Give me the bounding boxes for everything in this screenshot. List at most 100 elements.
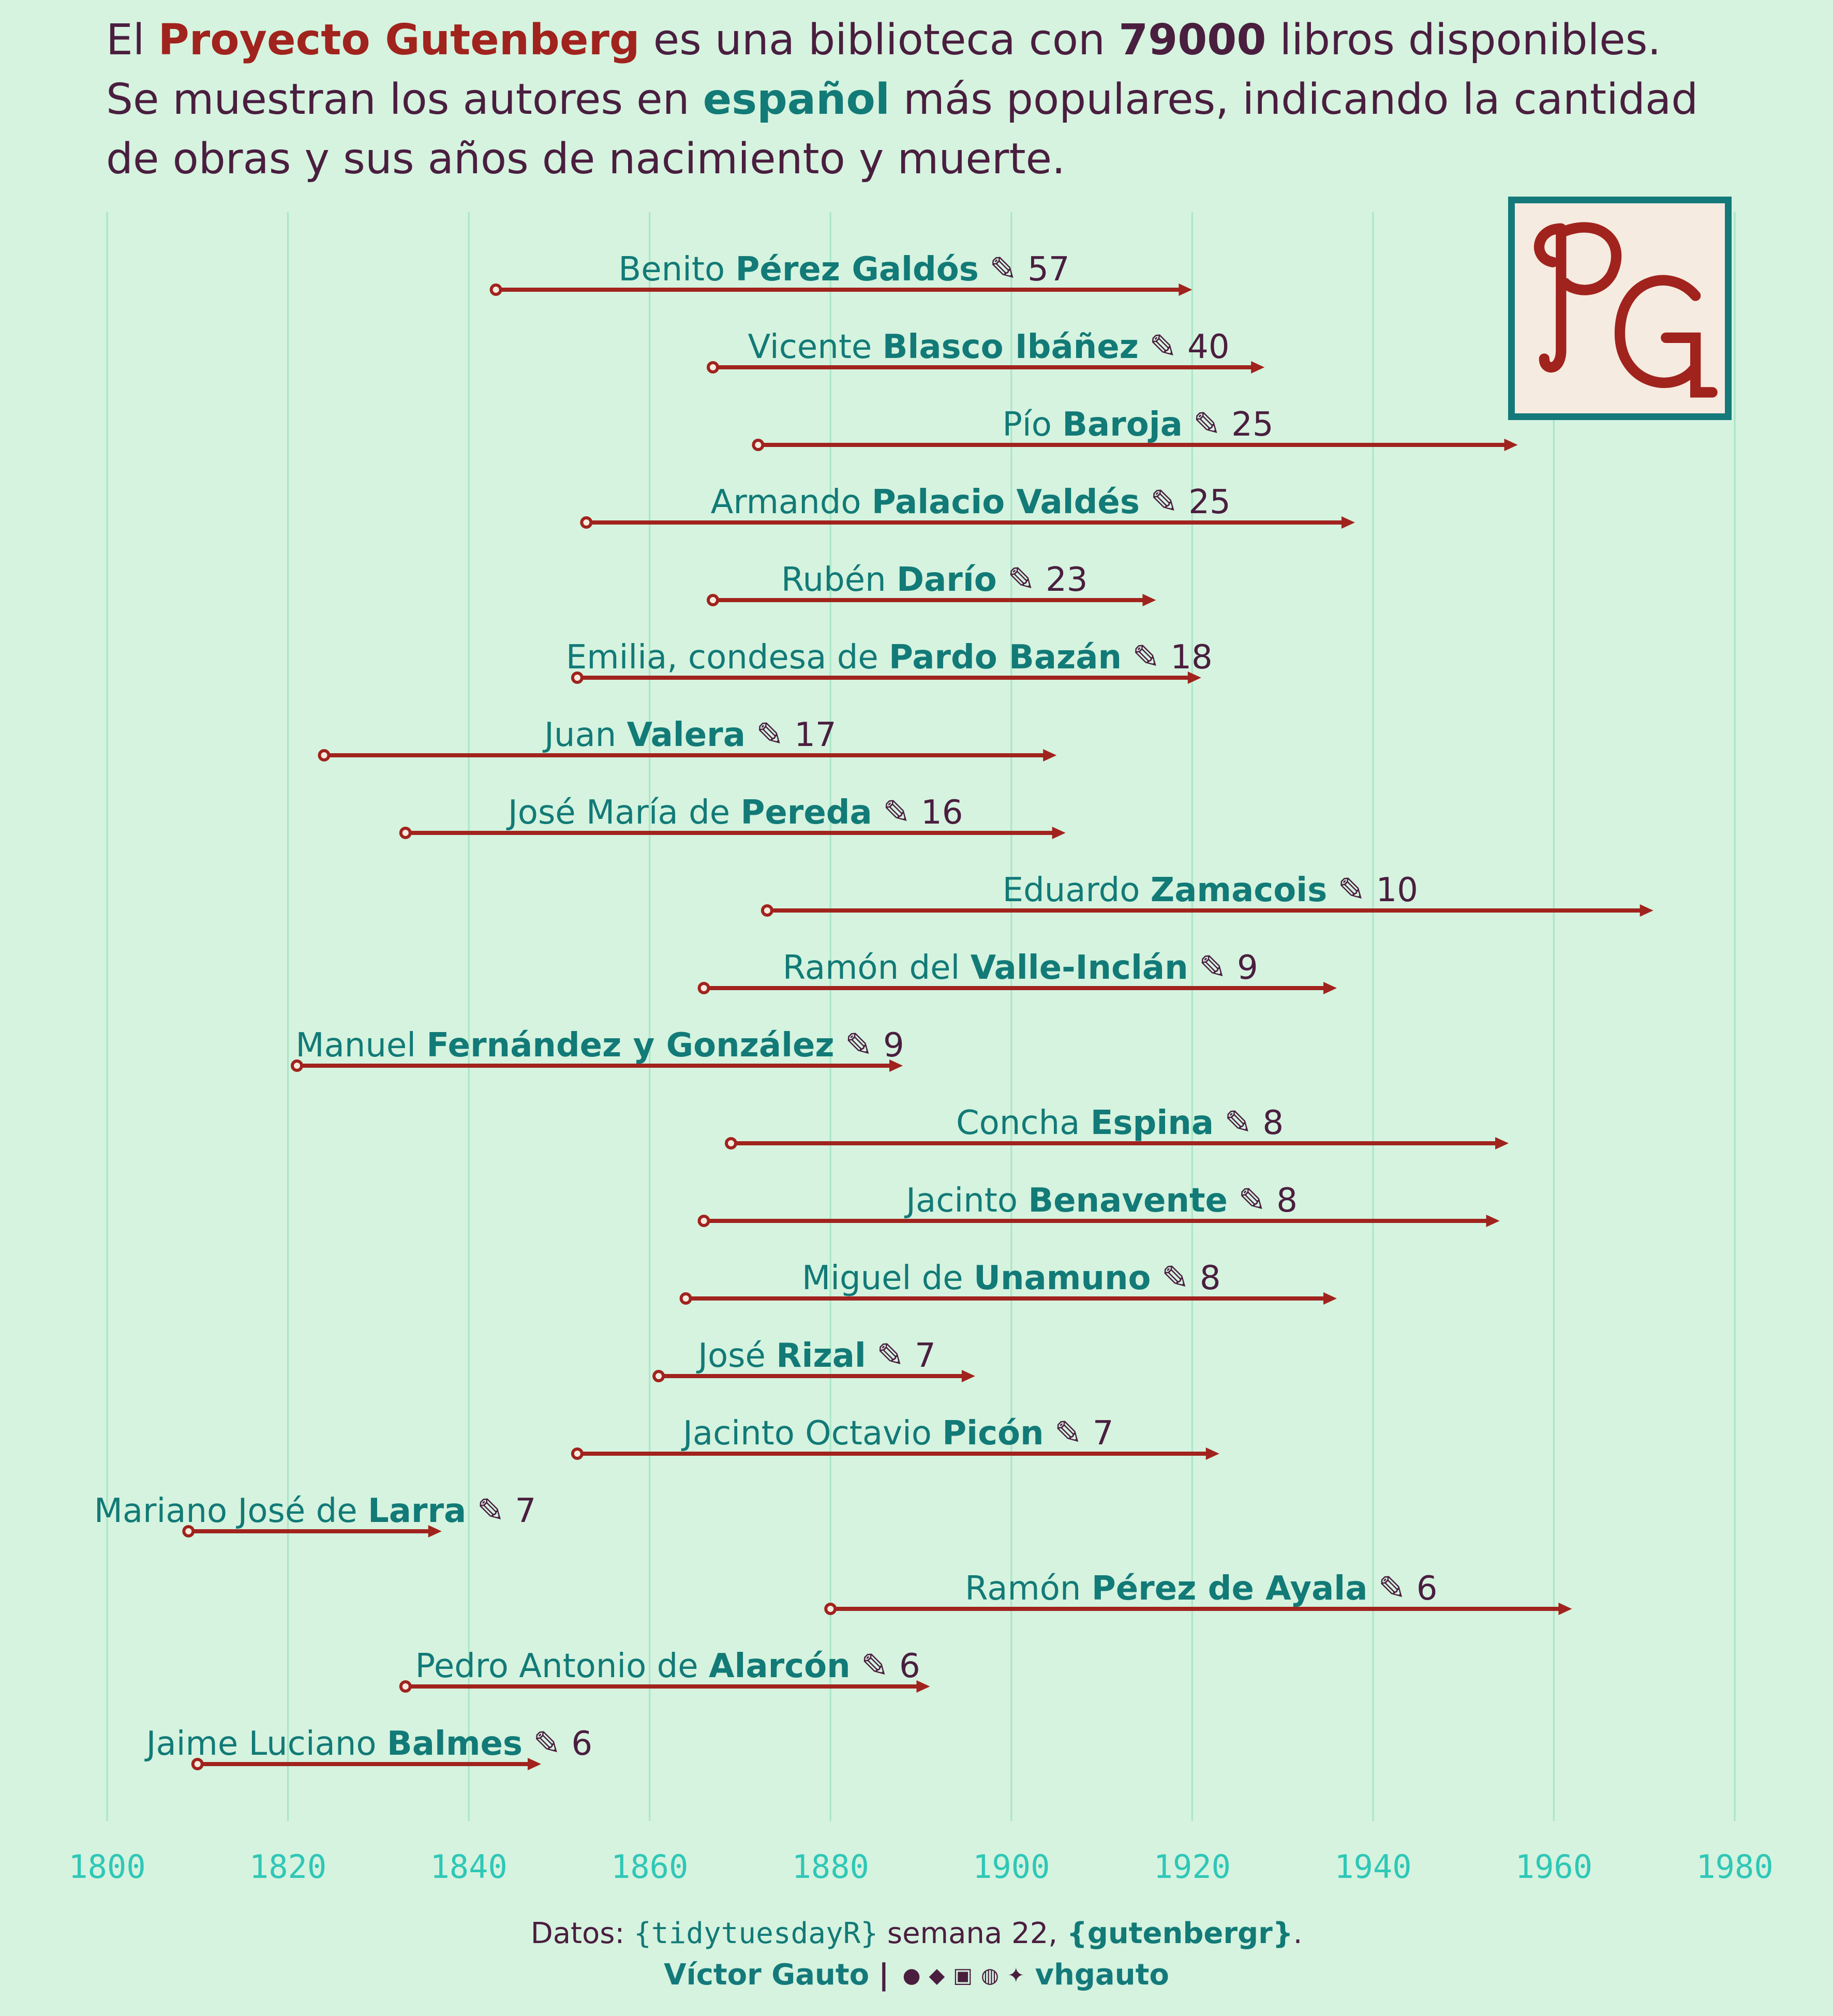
x-tick-label: 1900	[973, 1848, 1050, 1886]
birth-point	[707, 594, 720, 606]
author-row: Ramón del Valle-Inclán ✎ 9	[697, 949, 1337, 994]
birth-point	[761, 904, 773, 917]
author-first-name: Jaime Luciano	[144, 1725, 387, 1763]
author-first-name: Juan	[542, 716, 627, 754]
pencil-icon: ✎	[872, 794, 921, 832]
works-count: 6	[571, 1725, 592, 1763]
author-row: Mariano José de Larra ✎ 7	[94, 1492, 537, 1537]
author-row: Rubén Darío ✎ 23	[707, 561, 1156, 606]
pencil-icon: ✎	[1367, 1570, 1416, 1608]
x-tick-label: 1920	[1154, 1848, 1231, 1886]
author-last-name: Valera	[627, 716, 746, 754]
x-tick-label: 1940	[1334, 1848, 1411, 1886]
birth-point	[697, 982, 710, 994]
author-label: José María de Pereda ✎ 16	[506, 794, 963, 832]
death-arrow	[1323, 982, 1337, 994]
author-label: Manuel Fernández y González ✎ 9	[295, 1026, 904, 1065]
author-label: Mariano José de Larra ✎ 7	[94, 1492, 537, 1530]
birth-point	[191, 1758, 204, 1770]
author-first-name: Mariano José de	[94, 1492, 368, 1530]
pencil-icon: ✎	[1214, 1104, 1262, 1142]
x-tick-label: 1820	[249, 1848, 326, 1886]
death-arrow	[1043, 749, 1057, 761]
author-first-name: Emilia, condesa de	[566, 638, 889, 677]
x-tick-label: 1960	[1515, 1848, 1592, 1886]
author-first-name: Benito	[618, 250, 735, 289]
author-label: José Rizal ✎ 7	[696, 1337, 936, 1375]
works-count: 6	[1417, 1570, 1438, 1608]
author-label: Concha Espina ✎ 8	[956, 1104, 1284, 1142]
pencil-icon: ✎	[1139, 328, 1187, 366]
works-count: 17	[794, 716, 836, 754]
x-tick-label: 1980	[1696, 1848, 1773, 1886]
works-count: 9	[1237, 949, 1258, 987]
author-last-name: Fernández y González	[426, 1026, 834, 1065]
pencil-icon: ✎	[1327, 871, 1376, 909]
author-first-name: Pedro Antonio de	[415, 1647, 709, 1685]
title-highlight-count: 79000	[1119, 16, 1266, 65]
gutenberg-logo	[1508, 197, 1732, 420]
caption-source-gutenbergr: {gutenbergr}	[1066, 1917, 1293, 1950]
pencil-icon: ✎	[851, 1647, 899, 1685]
instagram-icon: ▣	[953, 1964, 973, 1988]
author-first-name: Pío	[1002, 406, 1062, 444]
x-axis-ticks: 1800 1820 1840 1860 1880 1900 1920 1940 1960 1980	[68, 1848, 1773, 1886]
caption-period: .	[1293, 1917, 1303, 1950]
pencil-icon: ✎	[1183, 406, 1231, 444]
pencil-icon: ✎	[1044, 1414, 1093, 1453]
author-row: Juan Valera ✎ 17	[318, 716, 1057, 761]
works-count: 10	[1376, 871, 1418, 909]
title-highlight-spanish: español	[703, 75, 890, 124]
author-row: Benito Pérez Galdós ✎ 57	[489, 250, 1193, 296]
author-label: Benito Pérez Galdós ✎ 57	[618, 250, 1069, 289]
death-arrow	[1495, 1137, 1509, 1149]
caption-author-name: Víctor Gauto	[664, 1958, 870, 1992]
author-last-name: Blasco Ibáñez	[883, 328, 1139, 366]
author-label: Armando Palacio Valdés ✎ 25	[711, 483, 1231, 521]
author-label: Pío Baroja ✎ 25	[1002, 406, 1273, 444]
author-label: Pedro Antonio de Alarcón ✎ 6	[415, 1647, 920, 1685]
twitter-icon: ◆	[929, 1964, 945, 1988]
caption-source-tidytuesday: {tidytuesdayR}	[634, 1917, 878, 1950]
title-text: libros disponibles.	[1266, 16, 1661, 65]
author-first-name: Armando	[711, 483, 872, 521]
author-first-name: Vicente	[748, 328, 883, 366]
works-count: 8	[1276, 1182, 1298, 1220]
author-last-name: Palacio Valdés	[872, 483, 1140, 521]
works-count: 40	[1187, 328, 1229, 366]
pencil-icon: ✎	[979, 250, 1027, 289]
death-arrow	[1323, 1292, 1337, 1305]
death-arrow	[916, 1680, 930, 1693]
author-label: Miguel de Unamuno ✎ 8	[802, 1259, 1221, 1297]
author-last-name: Alarcón	[709, 1647, 851, 1685]
pencil-icon: ✎	[746, 716, 794, 754]
author-first-name: Rubén	[781, 561, 897, 599]
works-count: 18	[1170, 638, 1212, 677]
author-row: Jaime Luciano Balmes ✎ 6	[144, 1725, 592, 1770]
pencil-icon: ✎	[1228, 1182, 1276, 1220]
title-line-1: El Proyecto Gutenberg es una biblioteca …	[106, 10, 1762, 70]
bluesky-icon: ✦	[1007, 1964, 1025, 1988]
title-line-2: Se muestran los autores en español más p…	[106, 70, 1762, 129]
author-row: Eduardo Zamacois ✎ 10	[761, 871, 1653, 917]
author-last-name: Pereda	[740, 794, 872, 832]
works-count: 16	[921, 794, 963, 832]
birth-point	[399, 1680, 412, 1693]
works-count: 7	[515, 1492, 537, 1530]
title-text: Se muestran los autores en	[106, 75, 703, 124]
death-arrow	[1205, 1447, 1219, 1460]
caption-datos-label: Datos:	[530, 1917, 634, 1950]
birth-point	[724, 1137, 737, 1149]
birth-point	[318, 749, 331, 761]
title-line-3: de obras y sus años de nacimiento y muer…	[106, 129, 1762, 189]
author-label: Jaime Luciano Balmes ✎ 6	[144, 1725, 592, 1763]
author-last-name: Zamacois	[1151, 871, 1327, 909]
author-last-name: Darío	[897, 561, 997, 599]
pencil-icon: ✎	[997, 561, 1046, 599]
author-first-name: Concha	[956, 1104, 1091, 1142]
caption-separator: |	[878, 1958, 889, 1992]
author-last-name: Rizal	[776, 1337, 866, 1375]
author-label: Ramón del Valle-Inclán ✎ 9	[783, 949, 1258, 987]
pencil-icon: ✎	[866, 1337, 915, 1375]
death-arrow	[527, 1758, 541, 1770]
